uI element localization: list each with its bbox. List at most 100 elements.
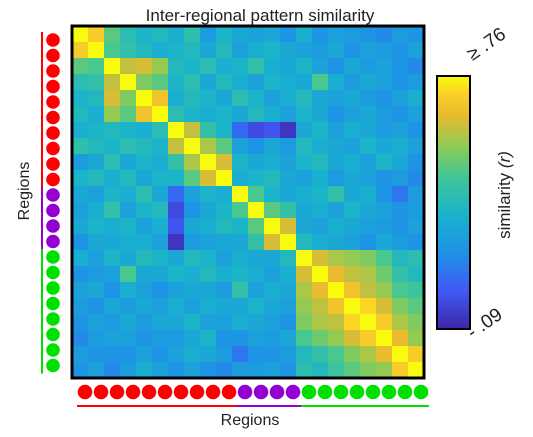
heatmap-cell: [312, 362, 329, 379]
heatmap-cell: [328, 266, 345, 283]
heatmap-cells: [72, 26, 425, 379]
heatmap-cell: [280, 154, 297, 171]
heatmap-cell: [344, 362, 361, 379]
heatmap-cell: [296, 362, 313, 379]
heatmap-cell: [152, 314, 169, 331]
heatmap-cell: [296, 186, 313, 203]
heatmap-cell: [72, 298, 89, 315]
heatmap-cell: [184, 218, 201, 235]
heatmap-cell: [248, 58, 265, 75]
heatmap-cell: [344, 90, 361, 107]
heatmap-cell: [72, 186, 89, 203]
heatmap-cell: [136, 122, 153, 139]
heatmap-cell: [200, 170, 217, 187]
heatmap-cell: [344, 282, 361, 299]
heatmap-cell: [200, 362, 217, 379]
heatmap-cell: [168, 26, 185, 43]
region-dot: [413, 384, 429, 400]
heatmap-cell: [344, 26, 361, 43]
heatmap-cell: [328, 282, 345, 299]
heatmap-cell: [120, 346, 137, 363]
heatmap-cell: [312, 234, 329, 251]
heatmap-cell: [184, 362, 201, 379]
heatmap-cell: [136, 186, 153, 203]
heatmap-cell: [312, 26, 329, 43]
heatmap-cell: [120, 314, 137, 331]
heatmap-cell: [216, 266, 233, 283]
heatmap-cell: [264, 154, 281, 171]
heatmap-cell: [296, 106, 313, 123]
region-dot: [46, 157, 60, 171]
heatmap-cell: [408, 314, 425, 331]
region-dot: [46, 172, 60, 187]
heatmap-cell: [280, 314, 297, 331]
heatmap-cell: [232, 266, 249, 283]
heatmap-cell: [88, 234, 105, 251]
heatmap-cell: [344, 58, 361, 75]
heatmap-cell: [216, 26, 233, 43]
region-dot: [237, 384, 253, 400]
heatmap-cell: [72, 330, 89, 347]
heatmap-cell: [392, 138, 409, 155]
heatmap-cell: [344, 170, 361, 187]
heatmap-cell: [232, 154, 249, 171]
heatmap-cell: [120, 362, 137, 379]
heatmap-cell: [376, 186, 393, 203]
heatmap-cell: [88, 74, 105, 91]
heatmap-cell: [216, 42, 233, 59]
heatmap-cell: [408, 58, 425, 75]
heatmap-cell: [152, 74, 169, 91]
heatmap-cell: [72, 202, 89, 219]
region-dot: [317, 384, 333, 400]
heatmap-cell: [184, 314, 201, 331]
heatmap-cell: [232, 234, 249, 251]
region-dot: [189, 384, 205, 400]
heatmap-cell: [328, 234, 345, 251]
heatmap-cell: [408, 42, 425, 59]
heatmap-cell: [120, 266, 137, 283]
heatmap-cell: [248, 314, 265, 331]
heatmap-cell: [360, 202, 377, 219]
heatmap-cell: [136, 42, 153, 59]
heatmap-cell: [408, 170, 425, 187]
heatmap-cell: [328, 170, 345, 187]
heatmap-cell: [104, 90, 121, 107]
heatmap-cell: [360, 250, 377, 267]
heatmap-cell: [120, 282, 137, 299]
heatmap-cell: [136, 90, 153, 107]
heatmap-cell: [168, 234, 185, 251]
heatmap-cell: [392, 250, 409, 267]
heatmap-cell: [152, 26, 169, 43]
heatmap-cell: [104, 138, 121, 155]
heatmap-cell: [344, 250, 361, 267]
heatmap-cell: [312, 90, 329, 107]
heatmap-cell: [280, 282, 297, 299]
heatmap-cell: [360, 170, 377, 187]
heatmap-cell: [200, 314, 217, 331]
heatmap-cell: [120, 26, 137, 43]
region-dot: [46, 234, 60, 249]
heatmap-cell: [392, 362, 409, 379]
heatmap-cell: [72, 266, 89, 283]
heatmap-cell: [104, 170, 121, 187]
heatmap-cell: [216, 314, 233, 331]
region-dot: [349, 384, 365, 400]
heatmap-cell: [312, 250, 329, 267]
heatmap-cell: [200, 26, 217, 43]
heatmap-cell: [104, 26, 121, 43]
heatmap-cell: [376, 250, 393, 267]
heatmap-cell: [264, 234, 281, 251]
heatmap-cell: [232, 282, 249, 299]
heatmap-cell: [360, 314, 377, 331]
heatmap-cell: [232, 362, 249, 379]
heatmap-cell: [408, 186, 425, 203]
heatmap-cell: [376, 282, 393, 299]
heatmap-cell: [264, 122, 281, 139]
heatmap-cell: [72, 74, 89, 91]
heatmap-cell: [232, 330, 249, 347]
heatmap-cell: [136, 234, 153, 251]
heatmap-cell: [216, 122, 233, 139]
heatmap-cell: [184, 346, 201, 363]
heatmap-cell: [136, 170, 153, 187]
heatmap-cell: [360, 122, 377, 139]
